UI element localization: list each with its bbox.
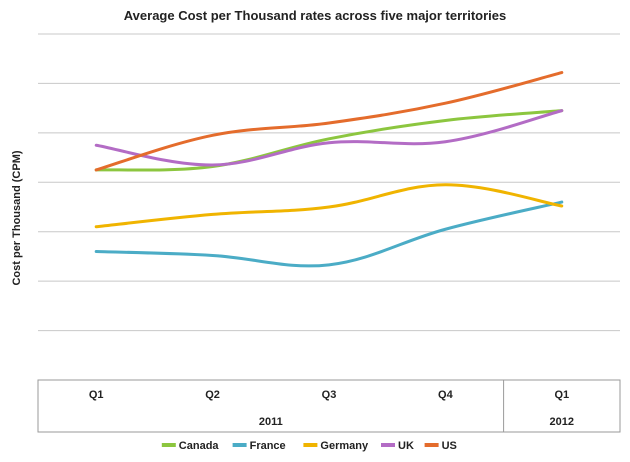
x-axis-frame [37,379,621,433]
year-group-label: 2011 [259,416,283,428]
legend-label-uk: UK [398,440,414,452]
y-axis-label: Cost per Thousand (CPM) [11,150,23,285]
x-tick-label: Q1 [89,389,104,401]
x-tick-label: Q2 [205,389,220,401]
series-line-us [94,71,564,172]
x-axis-year-groups: 2011 2012 [259,416,574,428]
legend-label-germany: Germany [320,440,369,452]
year-group-label: 2012 [550,416,574,428]
legend: Canada France Germany UK US [161,440,457,452]
series-line-germany [94,183,564,229]
gridlines [38,33,620,332]
x-tick-label: Q3 [322,389,337,401]
series-line-canada [94,109,564,172]
chart-title: Average Cost per Thousand rates across f… [124,8,506,23]
x-axis-box [37,379,621,433]
series-line-france [94,200,564,268]
legend-label-canada: Canada [179,440,220,452]
x-axis-ticks: Q1 Q2 Q3 Q4 Q1 [89,389,569,401]
series-line-uk [94,109,564,167]
series-lines [94,71,564,268]
x-tick-label: Q1 [554,389,569,401]
x-tick-label: Q4 [438,389,454,401]
legend-label-france: France [250,440,286,452]
legend-label-us: US [442,440,457,452]
